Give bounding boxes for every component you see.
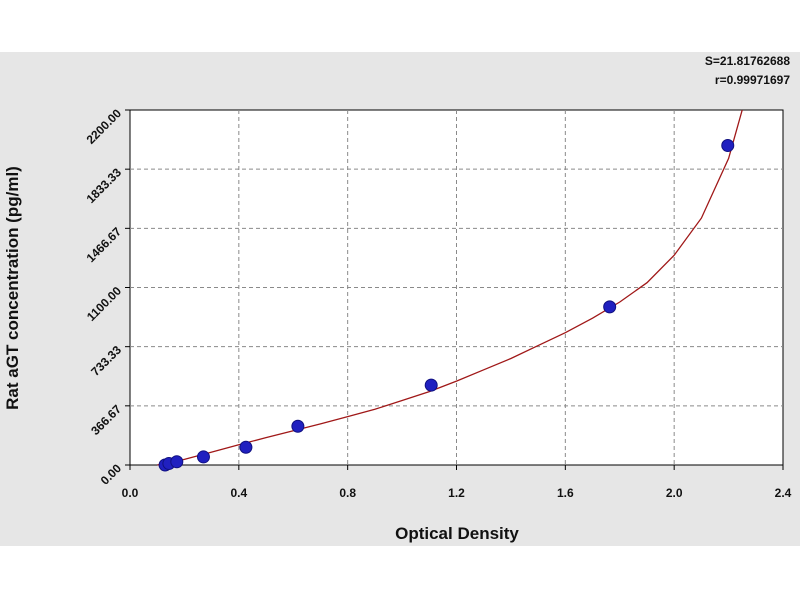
y-tick-label: 1466.67 bbox=[84, 224, 125, 265]
y-tick-label: 733.33 bbox=[88, 343, 124, 379]
y-tick-label: 366.67 bbox=[88, 402, 124, 438]
x-tick-label: 1.2 bbox=[448, 486, 465, 500]
y-tick-label: 2200.00 bbox=[84, 106, 125, 147]
y-tick-label: 1833.33 bbox=[84, 165, 125, 206]
stat-s-value: S=21.81762688 bbox=[705, 54, 790, 68]
data-point bbox=[424, 378, 438, 392]
y-axis-title: Rat aGT concentration (pg/ml) bbox=[3, 166, 22, 410]
data-points bbox=[158, 139, 735, 472]
x-tick-label: 2.0 bbox=[666, 486, 683, 500]
stat-r-value: r=0.99971697 bbox=[715, 73, 790, 87]
x-tick-label: 2.4 bbox=[775, 486, 792, 500]
x-tick-label: 0.4 bbox=[230, 486, 247, 500]
data-point bbox=[603, 300, 617, 314]
data-point bbox=[721, 139, 735, 152]
data-point bbox=[239, 440, 253, 454]
data-point bbox=[170, 455, 184, 469]
x-axis-title: Optical Density bbox=[395, 524, 519, 543]
x-tick-label: 0.8 bbox=[339, 486, 356, 500]
y-tick-label: 0.00 bbox=[98, 461, 125, 488]
data-point bbox=[291, 419, 305, 433]
fit-curve bbox=[157, 109, 743, 466]
y-tick-label: 1100.00 bbox=[84, 283, 124, 323]
fit-curve-layer bbox=[157, 109, 743, 466]
data-point bbox=[196, 450, 210, 464]
grid-lines bbox=[130, 110, 783, 465]
x-tick-label: 1.6 bbox=[557, 486, 574, 500]
x-tick-label: 0.0 bbox=[122, 486, 139, 500]
